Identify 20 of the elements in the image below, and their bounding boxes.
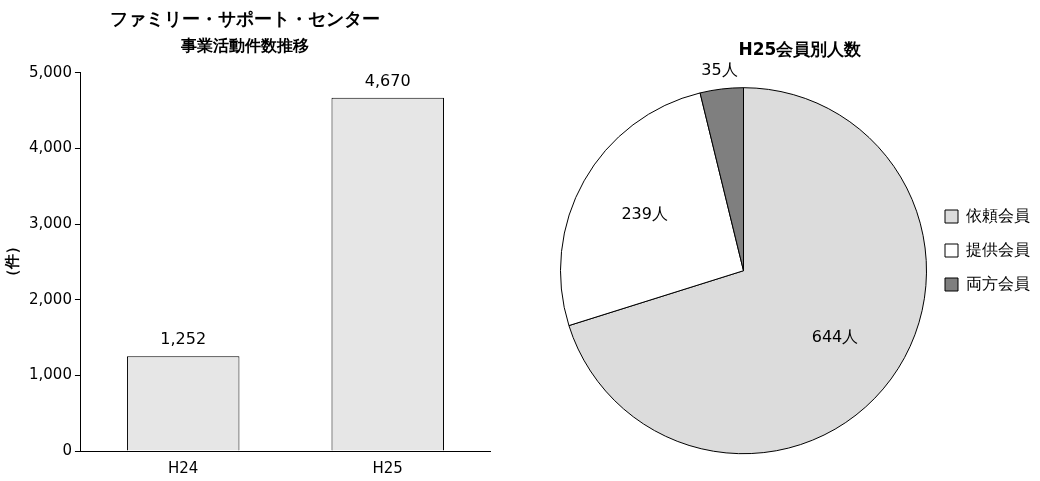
data-label: 1,252	[160, 329, 207, 349]
legend-label: 提供会員	[966, 239, 1030, 259]
y-tick-label: 4,000	[28, 138, 72, 157]
chart-title: ファミリー・サポート・センター	[110, 8, 380, 30]
y-tick-label: 1,000	[28, 365, 72, 384]
y-tick-label: 2,000	[28, 289, 72, 308]
y-tick-label: 5,000	[28, 62, 72, 81]
y-tick-label: 3,000	[28, 213, 72, 232]
chart-subtitle: 事業活動件数推移	[180, 36, 309, 56]
legend-label: 依頼会員	[966, 205, 1030, 225]
data-label: 239人	[621, 204, 668, 224]
x-tick-label: H24	[168, 458, 199, 477]
data-label: 4,670	[364, 70, 411, 90]
y-tick-label: 0	[62, 440, 72, 459]
data-label: 644人	[811, 326, 859, 346]
y-axis-title: （件）	[2, 239, 21, 285]
chart-title: H25会員別人数	[738, 38, 863, 59]
legend-label: 両方会員	[966, 273, 1030, 293]
x-tick-label: H25	[372, 458, 403, 477]
data-label: 35人	[701, 60, 738, 80]
